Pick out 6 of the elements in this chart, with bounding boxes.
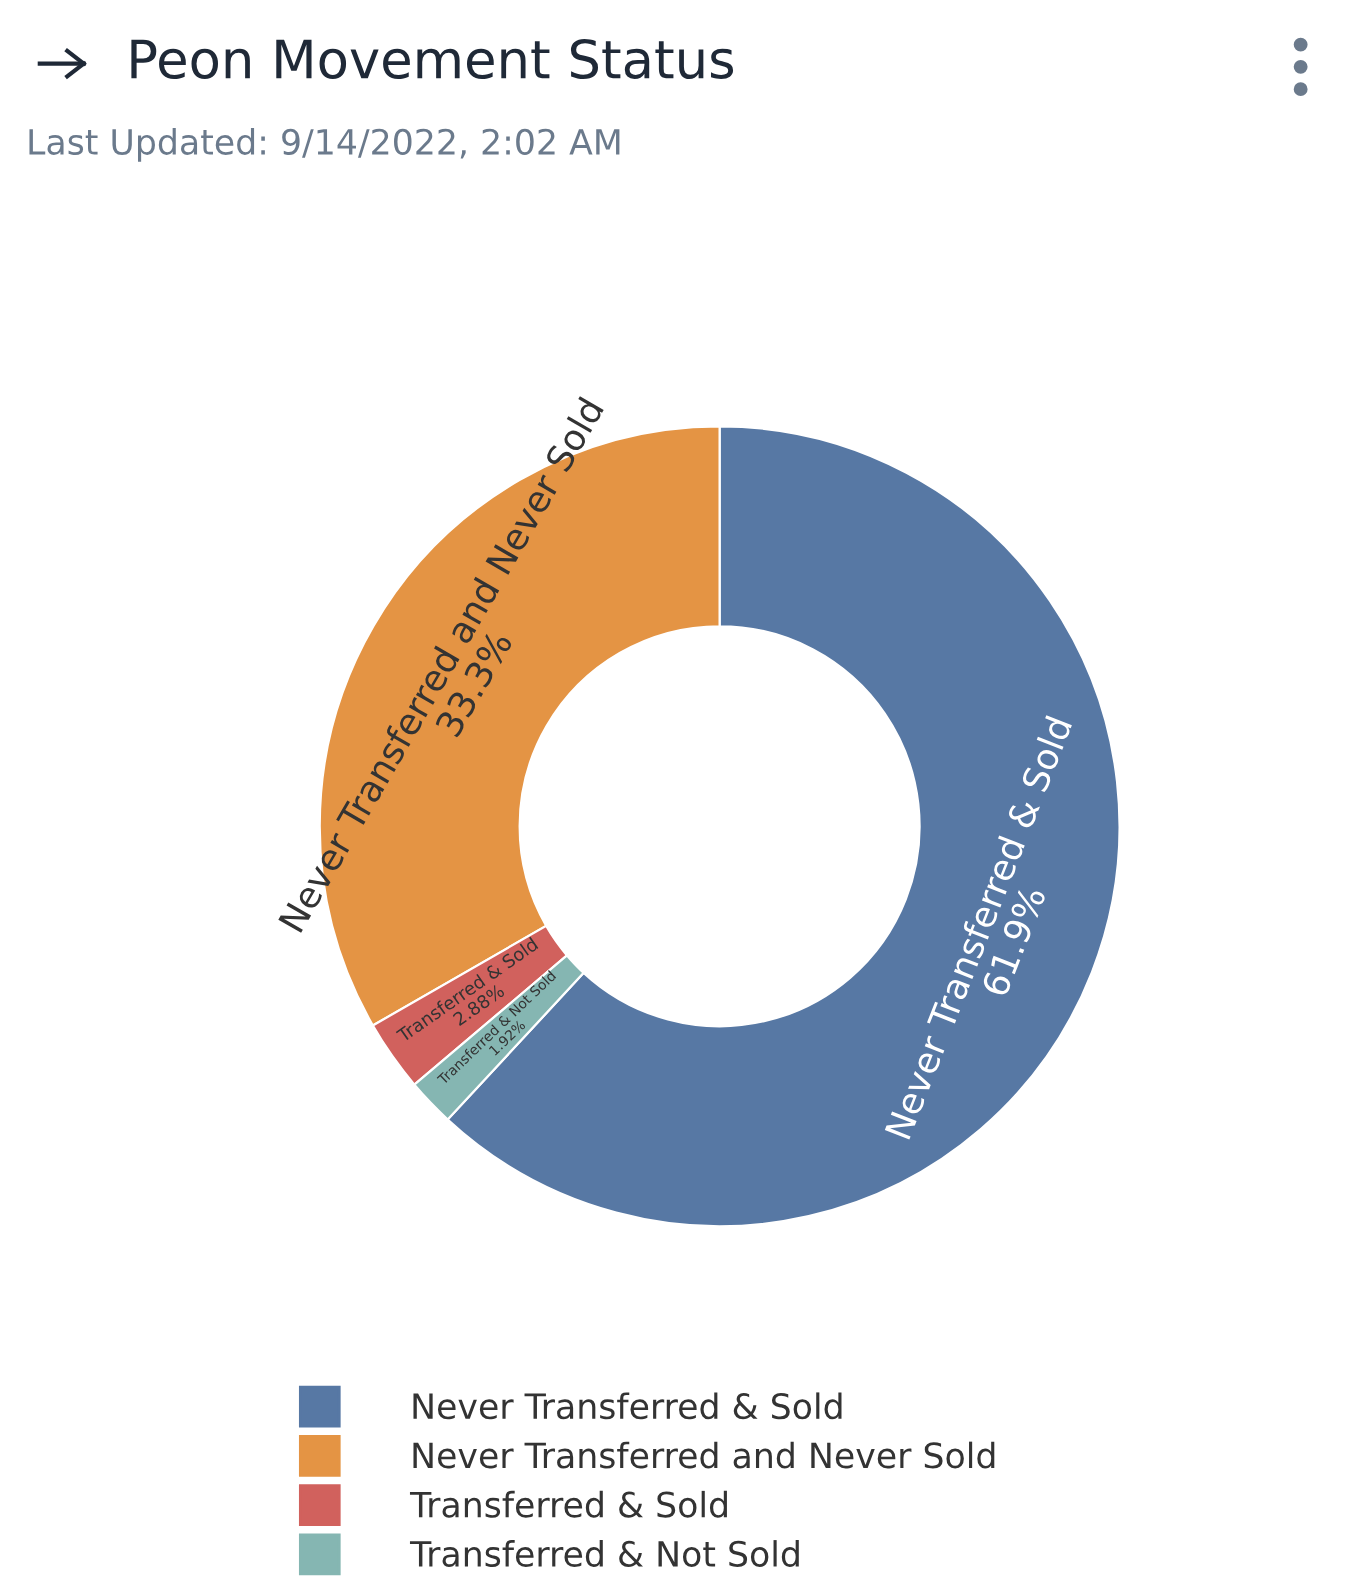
legend-label: Transferred & Not Sold <box>409 1540 799 1567</box>
legend-label: Transferred & Sold <box>409 1490 727 1518</box>
legend-label: Never Transferred & Sold <box>413 1392 842 1420</box>
chart-title: Peon Movement Status <box>131 39 734 79</box>
legend-label: Never Transferred and Never Sold <box>413 1441 995 1469</box>
chart-subtitle: Last Updated: 9/14/2022, 2:02 AM <box>29 128 620 162</box>
